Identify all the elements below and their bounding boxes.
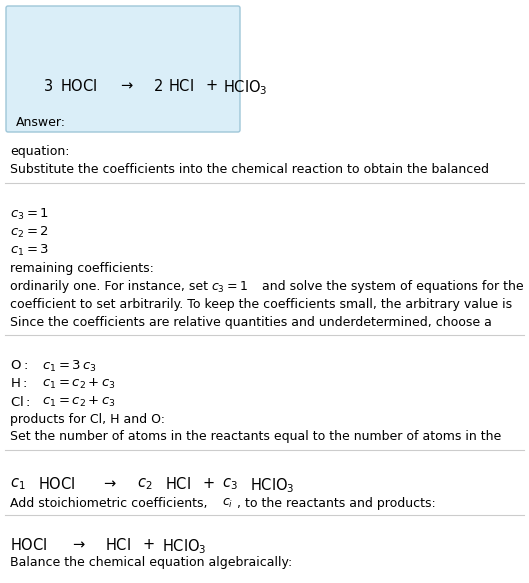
Text: $2$: $2$: [153, 78, 163, 94]
Text: ordinarily one. For instance, set: ordinarily one. For instance, set: [10, 280, 212, 293]
Text: $c_1 = c_2 + c_3$: $c_1 = c_2 + c_3$: [42, 377, 116, 391]
Text: products for Cl, H and O:: products for Cl, H and O:: [10, 413, 165, 426]
Text: $\mathregular{HOCl}$: $\mathregular{HOCl}$: [38, 476, 76, 492]
Text: $\mathregular{HCl}$: $\mathregular{HCl}$: [105, 537, 131, 553]
Text: and solve the system of equations for the: and solve the system of equations for th…: [258, 280, 524, 293]
Text: $c_2 = 2$: $c_2 = 2$: [10, 225, 49, 240]
Text: $\mathregular{HClO_3}$: $\mathregular{HClO_3}$: [162, 537, 206, 556]
Text: $c_1 = c_2 + c_3$: $c_1 = c_2 + c_3$: [42, 395, 116, 409]
Text: $\mathregular{O:}$: $\mathregular{O:}$: [10, 359, 28, 372]
Text: Add stoichiometric coefficients,: Add stoichiometric coefficients,: [10, 497, 212, 510]
Text: $c_2$: $c_2$: [137, 476, 152, 491]
FancyBboxPatch shape: [6, 6, 240, 132]
Text: $+$: $+$: [205, 78, 217, 93]
Text: $c_i$: $c_i$: [222, 497, 233, 510]
Text: $\mathregular{HClO_3}$: $\mathregular{HClO_3}$: [250, 476, 295, 495]
Text: $+$: $+$: [202, 476, 215, 491]
Text: $\mathregular{HClO_3}$: $\mathregular{HClO_3}$: [223, 78, 268, 97]
Text: Answer:: Answer:: [16, 116, 66, 129]
Text: $\mathregular{HOCl}$: $\mathregular{HOCl}$: [60, 78, 97, 94]
Text: →: →: [103, 476, 115, 491]
Text: $\mathregular{H:}$: $\mathregular{H:}$: [10, 377, 28, 390]
Text: $c_3 = 1$: $c_3 = 1$: [10, 207, 49, 222]
Text: coefficient to set arbitrarily. To keep the coefficients small, the arbitrary va: coefficient to set arbitrarily. To keep …: [10, 298, 512, 311]
Text: $+$: $+$: [142, 537, 154, 552]
Text: Set the number of atoms in the reactants equal to the number of atoms in the: Set the number of atoms in the reactants…: [10, 430, 501, 443]
Text: $\mathregular{HCl}$: $\mathregular{HCl}$: [168, 78, 194, 94]
Text: $c_3$: $c_3$: [222, 476, 238, 491]
Text: $\mathregular{HCl}$: $\mathregular{HCl}$: [165, 476, 191, 492]
Text: →: →: [120, 78, 132, 93]
Text: →: →: [72, 537, 84, 552]
Text: $3$: $3$: [43, 78, 53, 94]
Text: $c_3 = 1$: $c_3 = 1$: [211, 280, 248, 295]
Text: remaining coefficients:: remaining coefficients:: [10, 262, 154, 275]
Text: Balance the chemical equation algebraically:: Balance the chemical equation algebraica…: [10, 556, 292, 569]
Text: equation:: equation:: [10, 145, 69, 158]
Text: Substitute the coefficients into the chemical reaction to obtain the balanced: Substitute the coefficients into the che…: [10, 163, 489, 176]
Text: $c_1$: $c_1$: [10, 476, 25, 491]
Text: $c_1 = 3$: $c_1 = 3$: [10, 243, 49, 258]
Text: $\mathregular{HOCl}$: $\mathregular{HOCl}$: [10, 537, 48, 553]
Text: $\mathregular{Cl:}$: $\mathregular{Cl:}$: [10, 395, 30, 409]
Text: $c_1 = 3\,c_3$: $c_1 = 3\,c_3$: [42, 359, 97, 374]
Text: Since the coefficients are relative quantities and underdetermined, choose a: Since the coefficients are relative quan…: [10, 316, 492, 329]
Text: , to the reactants and products:: , to the reactants and products:: [237, 497, 436, 510]
